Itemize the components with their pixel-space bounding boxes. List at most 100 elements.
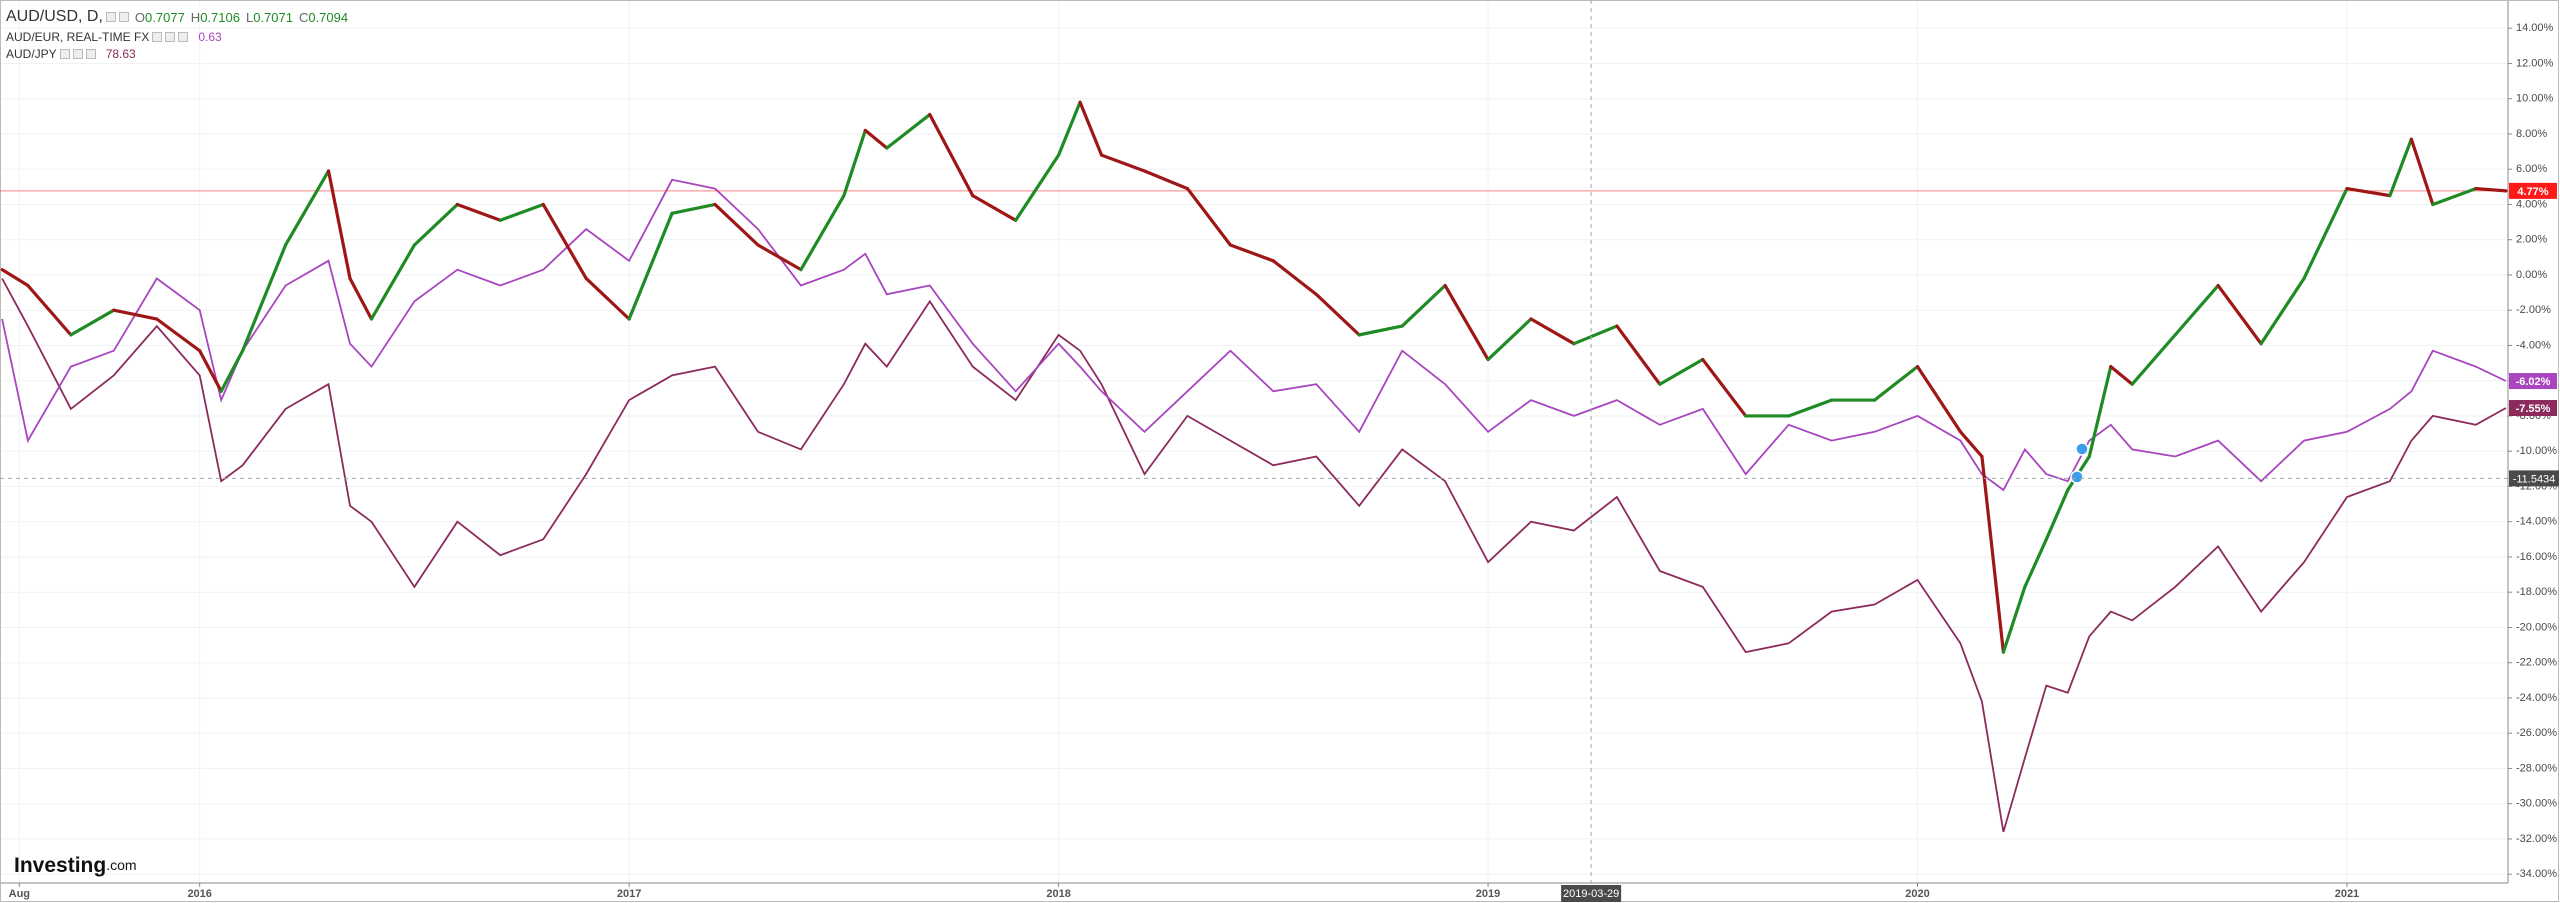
x-tick-label: 2018 (1046, 888, 1070, 900)
candle-segment (2431, 186, 2478, 207)
y-tick-label: -30.00% (2516, 798, 2557, 810)
y-tick-label: 6.00% (2516, 163, 2547, 175)
candle-segment (1443, 283, 1490, 362)
y-tick-label: 14.00% (2516, 22, 2554, 34)
crosshair-y-box (2509, 470, 2559, 487)
y-tick-label: -26.00% (2516, 727, 2557, 739)
candle-segment (541, 202, 588, 281)
candle-segment (1185, 186, 1232, 247)
crosshair-x-label: 2019-03-29 (1563, 888, 1619, 900)
candle-segment (326, 169, 352, 281)
candle-segment (1056, 100, 1082, 157)
candle-segment (2130, 333, 2177, 386)
icon[interactable] (165, 31, 176, 42)
candle-segment (241, 243, 288, 353)
candle-segment (348, 276, 374, 321)
candle-segment (498, 202, 545, 222)
series-name[interactable]: AUD/USD, D, (6, 8, 103, 25)
candle-segment (1142, 169, 1190, 191)
candle-segment (1615, 324, 1662, 386)
last-value-box (2509, 373, 2557, 390)
ohlc-key: O (134, 9, 146, 25)
candle-segment (2388, 137, 2413, 198)
candle-segment (455, 202, 502, 222)
series-name[interactable]: AUD/JPY (6, 46, 57, 61)
candle-segment (1271, 259, 1318, 296)
candle-segment (627, 211, 674, 321)
icon[interactable] (85, 48, 96, 59)
candle-segment (2216, 283, 2263, 346)
y-tick-label: -18.00% (2516, 586, 2557, 598)
candle-segment (756, 243, 803, 272)
candle-segment (1486, 317, 1533, 362)
candle-segment (283, 169, 331, 247)
y-tick-label: 4.00% (2516, 198, 2547, 210)
candle-segment (2474, 186, 2508, 193)
last-value-label: -6.02% (2516, 376, 2551, 388)
candle-segment (2302, 186, 2349, 281)
candle-segment (2044, 488, 2070, 541)
icon[interactable] (72, 48, 83, 59)
icon[interactable] (59, 48, 70, 59)
x-tick-label: 2021 (2335, 888, 2359, 900)
candle-segment (0, 268, 30, 288)
y-tick-label: -32.00% (2516, 833, 2557, 845)
candle-segment (2409, 137, 2435, 207)
plot (0, 100, 2508, 833)
legend-row: AUD/EUR, REAL-TIME FX 0.63 (6, 28, 348, 45)
x-tick-label: 2019 (1476, 888, 1500, 900)
candle-segment (1572, 324, 1619, 346)
series-line (1, 178, 2507, 492)
series-line (1, 278, 2507, 833)
candle-segment (2087, 364, 2113, 459)
logo: Investing.com (14, 854, 137, 877)
x-tick-label: Aug (9, 888, 30, 900)
legend-row: AUD/USD, D, O 0.7077 H 0.7106 L 0.7071 C 0.7094 (6, 6, 348, 28)
ohlc-value: 0.7077 (145, 9, 185, 25)
last-value: 78.63 (105, 46, 136, 61)
legend: AUD/USD, D, O 0.7077 H 0.7106 L 0.7071 C 0.7094… (6, 6, 348, 62)
candle-segment (1915, 364, 1963, 434)
ohlc-value: 0.7094 (308, 9, 349, 25)
candle-segment (2109, 364, 2134, 386)
candle-segment (971, 194, 1018, 222)
candle-segment (2173, 283, 2220, 337)
series-name[interactable]: AUD/EUR, REAL-TIME FX (6, 29, 150, 44)
y-tick-label: -34.00% (2516, 868, 2557, 880)
candle-segment (219, 349, 245, 393)
icon[interactable] (178, 31, 189, 42)
candle-segment (2259, 276, 2306, 346)
y-tick-label: 10.00% (2516, 93, 2554, 105)
candle-segment (112, 308, 159, 321)
y-tick-label: 0.00% (2516, 269, 2547, 281)
candle-segment (1357, 324, 1404, 337)
candle-segment (1078, 100, 1104, 157)
candle-segment (2023, 537, 2048, 589)
y-tick-label: -14.00% (2516, 516, 2557, 528)
x-tick-label: 2017 (617, 888, 641, 900)
candle-segment (155, 317, 202, 353)
candle-segment (26, 283, 73, 337)
y-tick-label: -20.00% (2516, 621, 2557, 633)
candle-segment (69, 308, 116, 337)
icon[interactable] (118, 12, 129, 22)
event-marker[interactable] (2070, 470, 2084, 484)
y-tick-label: 2.00% (2516, 234, 2547, 246)
candle-segment (1872, 364, 1920, 402)
candle-segment (1228, 243, 1275, 263)
icon[interactable] (152, 31, 163, 42)
candle-segment (885, 112, 932, 150)
candle-segment (863, 128, 889, 150)
candle-segment (1400, 283, 1447, 328)
last-value-label: -7.55% (2516, 403, 2551, 415)
icon[interactable] (105, 12, 116, 22)
y-tick-label: 12.00% (2516, 57, 2554, 69)
last-value-box (2509, 182, 2557, 199)
ohlc-key: C (298, 9, 309, 25)
candle-segment (1958, 430, 1984, 459)
y-tick-label: -16.00% (2516, 551, 2557, 563)
event-marker[interactable] (2075, 442, 2089, 456)
